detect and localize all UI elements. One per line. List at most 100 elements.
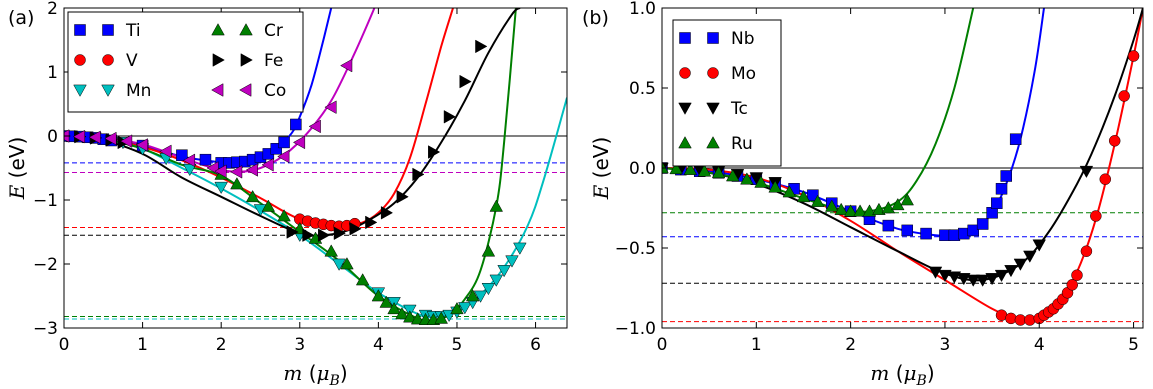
data-point-cr bbox=[379, 295, 393, 308]
x-tick-label: 4 bbox=[1034, 335, 1045, 355]
panel-label: (b) bbox=[582, 7, 609, 29]
data-point-nb bbox=[882, 219, 895, 232]
data-point-mn bbox=[513, 242, 527, 255]
legend-marker bbox=[101, 84, 115, 97]
y-axis-label: E (eV) bbox=[5, 137, 29, 201]
legend-entry-fe: Fe bbox=[212, 51, 283, 71]
data-point-mo bbox=[1090, 210, 1102, 222]
data-point-co bbox=[340, 58, 353, 73]
legend-label: Cr bbox=[264, 21, 283, 41]
data-point-fe bbox=[286, 225, 299, 239]
data-point-fe bbox=[475, 39, 488, 54]
data-point-fe bbox=[349, 222, 362, 236]
data-point-tc bbox=[1032, 239, 1047, 252]
legend-entry-mn: Mn bbox=[73, 81, 151, 101]
data-point-ti bbox=[270, 143, 282, 155]
data-point-co bbox=[72, 129, 86, 144]
data-point-tc bbox=[749, 172, 764, 185]
data-point-tc bbox=[938, 269, 952, 283]
y-tick-label: 0.5 bbox=[629, 79, 656, 99]
data-point-ru bbox=[683, 162, 698, 175]
y-tick-label: 1.0 bbox=[629, 0, 656, 19]
legend-entry-ti: Ti bbox=[74, 21, 141, 41]
legend-label: Fe bbox=[264, 51, 283, 71]
data-point-co bbox=[214, 164, 227, 178]
x-tick-label: 5 bbox=[1128, 335, 1139, 355]
data-point-ru bbox=[843, 204, 858, 217]
data-point-mn bbox=[183, 163, 197, 177]
data-point-mo bbox=[1118, 90, 1130, 102]
x-tick-label: 1 bbox=[751, 335, 762, 355]
series-ti bbox=[64, 118, 302, 169]
data-point-ti bbox=[199, 153, 212, 166]
data-point-fe bbox=[318, 228, 331, 242]
legend-label: Mn bbox=[126, 81, 151, 101]
y-tick-label: −3 bbox=[33, 319, 58, 339]
data-point-cr bbox=[245, 189, 260, 203]
x-tick-label: 1 bbox=[137, 335, 148, 355]
data-point-ti bbox=[278, 136, 290, 149]
data-point-ru bbox=[862, 204, 877, 217]
data-point-ru bbox=[881, 201, 896, 214]
legend-entry-v: V bbox=[74, 51, 138, 71]
data-point-cr bbox=[489, 199, 504, 212]
data-point-ru bbox=[740, 172, 754, 185]
data-point-nb bbox=[807, 189, 819, 201]
chart-panel-b: 0 1 2 3 4 5 −1.0 −0.5 0.0 0.5 1.0 (b) m (μB) E (eV) Nb… bbox=[582, 0, 1144, 389]
data-point-mo bbox=[1099, 173, 1112, 185]
data-point-mo bbox=[1071, 269, 1083, 281]
data-point-mo bbox=[1108, 135, 1121, 147]
data-point-ru bbox=[725, 169, 740, 182]
legend-label: Tc bbox=[730, 99, 748, 119]
legend: Ti V Mn Cr Fe Co bbox=[67, 11, 304, 113]
legend-entry-ru: Ru bbox=[678, 134, 753, 154]
data-point-tc bbox=[966, 274, 980, 287]
data-point-ru bbox=[834, 202, 848, 215]
panel-label: (a) bbox=[8, 7, 34, 29]
data-point-ru bbox=[662, 161, 669, 174]
y-tick-label: 1 bbox=[47, 63, 58, 83]
series-co bbox=[64, 58, 353, 179]
legend-label: V bbox=[126, 51, 138, 71]
axes-frame bbox=[63, 7, 568, 329]
data-point-co bbox=[308, 119, 321, 134]
x-tick-label: 2 bbox=[216, 335, 227, 355]
data-point-ru bbox=[669, 161, 683, 175]
legend-marker bbox=[211, 83, 224, 97]
y-tick-label: 2 bbox=[47, 0, 58, 19]
y-tick-label: −2 bbox=[33, 255, 58, 275]
legend-marker bbox=[707, 67, 719, 79]
data-point-ru bbox=[853, 204, 867, 217]
legend-entry-mo: Mo bbox=[679, 64, 756, 84]
data-point-tc bbox=[975, 274, 990, 287]
y-tick-label: −1 bbox=[33, 191, 58, 211]
data-point-ru bbox=[796, 189, 811, 203]
data-point-tc bbox=[947, 271, 962, 284]
data-point-ru bbox=[754, 175, 768, 188]
data-point-ru bbox=[872, 202, 886, 215]
data-point-cr bbox=[465, 289, 480, 302]
legend-marker bbox=[74, 24, 86, 36]
legend-marker bbox=[707, 32, 719, 44]
data-point-cr bbox=[387, 301, 401, 315]
data-point-fe bbox=[428, 145, 441, 159]
series-ru bbox=[662, 161, 914, 217]
data-point-co bbox=[182, 153, 196, 168]
data-point-ti bbox=[176, 149, 188, 161]
data-point-co bbox=[230, 165, 243, 179]
data-point-cr bbox=[410, 312, 425, 325]
data-point-mn bbox=[481, 283, 496, 296]
data-point-tc bbox=[985, 273, 999, 286]
data-point-cr bbox=[371, 289, 386, 302]
legend-label: Mo bbox=[731, 64, 756, 84]
data-point-co bbox=[135, 138, 148, 152]
data-point-mo bbox=[1127, 50, 1140, 62]
data-point-cr bbox=[261, 199, 276, 212]
data-point-fe bbox=[302, 228, 315, 242]
data-point-ru bbox=[782, 185, 797, 198]
data-point-cr bbox=[395, 307, 409, 320]
legend-marker bbox=[102, 54, 114, 66]
data-point-nb bbox=[976, 218, 989, 230]
data-point-co bbox=[120, 134, 133, 148]
